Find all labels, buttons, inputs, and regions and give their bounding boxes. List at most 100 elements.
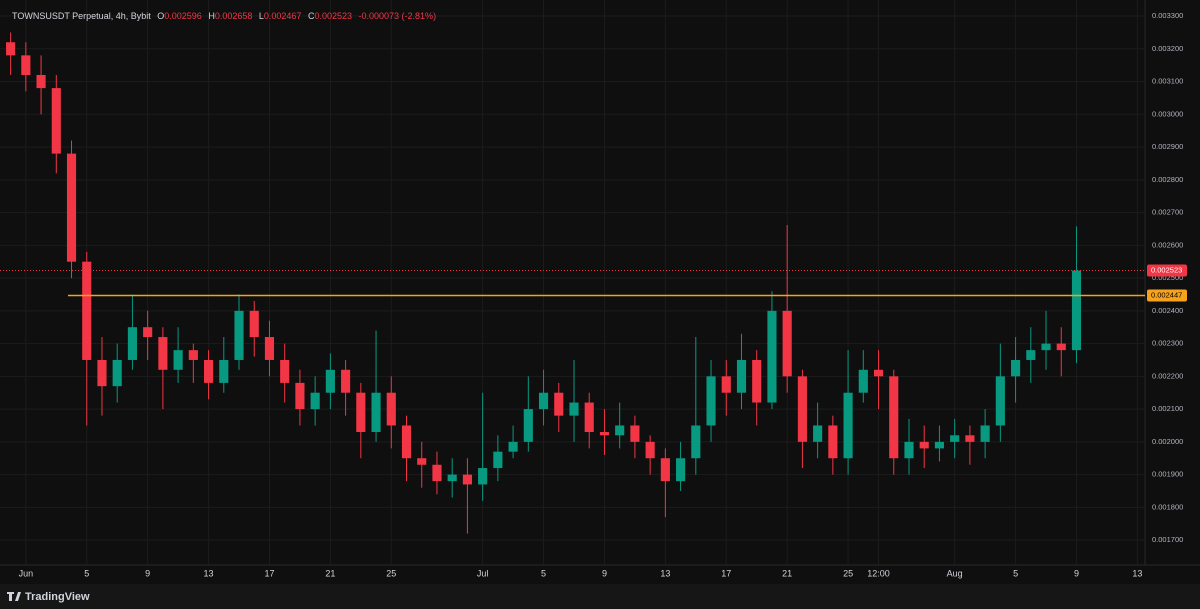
candle-body [462, 474, 472, 485]
x-tick-label: 17 [721, 568, 731, 578]
candle-body [615, 425, 625, 436]
y-tick-label: 0.001900 [1152, 470, 1183, 479]
y-tick-label: 0.002400 [1152, 306, 1183, 315]
candle-body [21, 55, 31, 76]
price-tag-label: 0.002523 [1151, 266, 1182, 275]
y-tick-label: 0.002500 [1152, 273, 1183, 282]
candle-body [173, 350, 183, 370]
candle-body [310, 392, 320, 410]
candle-body [356, 392, 366, 433]
branding: TradingView [25, 591, 90, 603]
candle-body [264, 337, 275, 360]
candle-body [599, 432, 610, 436]
candle-body [51, 88, 61, 154]
candle-body [645, 441, 655, 459]
ohlc-value: 0.002523 [314, 11, 352, 21]
change: -0.000073 (-2.81%) [359, 11, 437, 21]
candle-body [813, 425, 823, 442]
candle-body [386, 392, 396, 426]
candle-body [554, 392, 564, 416]
price-tag [1147, 264, 1187, 277]
ohlc-label: C [308, 11, 315, 21]
legend-header: TOWNSUSDT Perpetual, 4h, Bybit O0.002596… [12, 11, 436, 21]
candle-body [752, 359, 762, 403]
candle-body [508, 441, 518, 452]
candle-body [188, 350, 198, 360]
x-tick-label: 12:00 [867, 568, 890, 578]
candle-body [1041, 343, 1051, 351]
candle-body [538, 392, 549, 410]
candle-body [478, 468, 488, 485]
y-tick-label: 0.001700 [1152, 535, 1183, 544]
candle-body [919, 441, 929, 449]
candle-body [127, 327, 137, 360]
candle-body [934, 441, 945, 449]
candle-body [493, 451, 503, 469]
candle-body [112, 359, 122, 387]
y-tick-label: 0.003200 [1152, 44, 1183, 53]
candle-body [904, 441, 914, 459]
candle-body [721, 376, 731, 393]
x-tick-label: Jun [19, 568, 34, 578]
candle-body [143, 327, 153, 338]
x-tick-label: Jul [477, 568, 489, 578]
candle-body [417, 458, 427, 465]
candle-body [401, 425, 412, 459]
candle-body [995, 376, 1005, 426]
y-tick-label: 0.003000 [1152, 109, 1183, 118]
x-tick-label: 13 [204, 568, 214, 578]
y-tick-label: 0.001800 [1152, 502, 1183, 511]
candle-body [280, 359, 290, 383]
candle-body [858, 369, 868, 393]
x-tick-label: 21 [782, 568, 792, 578]
candle-body [843, 392, 853, 459]
x-tick-label: 21 [325, 568, 335, 578]
x-tick-label: 13 [1132, 568, 1142, 578]
candle-body [706, 376, 716, 426]
candle-body [219, 359, 229, 383]
candle-body [97, 359, 107, 387]
candle-body [691, 425, 701, 459]
candle-body [234, 310, 244, 360]
ohlc-label: H [208, 11, 215, 21]
candle-body [889, 376, 899, 459]
candle-body [1071, 270, 1082, 351]
candle-body [295, 382, 305, 410]
candle-body [950, 435, 960, 442]
x-tick-label: 5 [541, 568, 546, 578]
candle-body [873, 369, 884, 377]
x-tick-label: 13 [660, 568, 670, 578]
candle-body [6, 42, 16, 56]
y-tick-label: 0.002200 [1152, 371, 1183, 380]
y-tick-label: 0.002100 [1152, 404, 1183, 413]
x-tick-label: 25 [386, 568, 396, 578]
candle-body [736, 359, 747, 393]
candle-body [158, 337, 168, 370]
x-tick-label: 5 [84, 568, 89, 578]
candle-body [584, 402, 594, 433]
y-tick-label: 0.002300 [1152, 339, 1183, 348]
price-tag [1147, 289, 1187, 302]
candle-body [432, 464, 442, 482]
x-tick-label: Aug [947, 568, 963, 578]
ohlc-label: O [157, 11, 164, 21]
y-tick-label: 0.002900 [1152, 142, 1183, 151]
candle-body [523, 409, 533, 442]
x-tick-label: 9 [1074, 568, 1079, 578]
candle-body [1026, 350, 1036, 360]
candle-body [569, 402, 579, 416]
candle-body [371, 392, 381, 433]
y-tick-label: 0.002700 [1152, 208, 1183, 217]
candle-body [36, 75, 46, 89]
candle-body [782, 310, 792, 377]
y-tick-label: 0.002800 [1152, 175, 1183, 184]
ohlc-label: L [259, 11, 264, 21]
candle-body [676, 458, 686, 482]
x-tick-label: 5 [1013, 568, 1018, 578]
candle-body [1011, 359, 1021, 377]
y-tick-label: 0.002600 [1152, 240, 1183, 249]
tv-logo [7, 592, 21, 601]
footer-bar [0, 584, 1200, 609]
